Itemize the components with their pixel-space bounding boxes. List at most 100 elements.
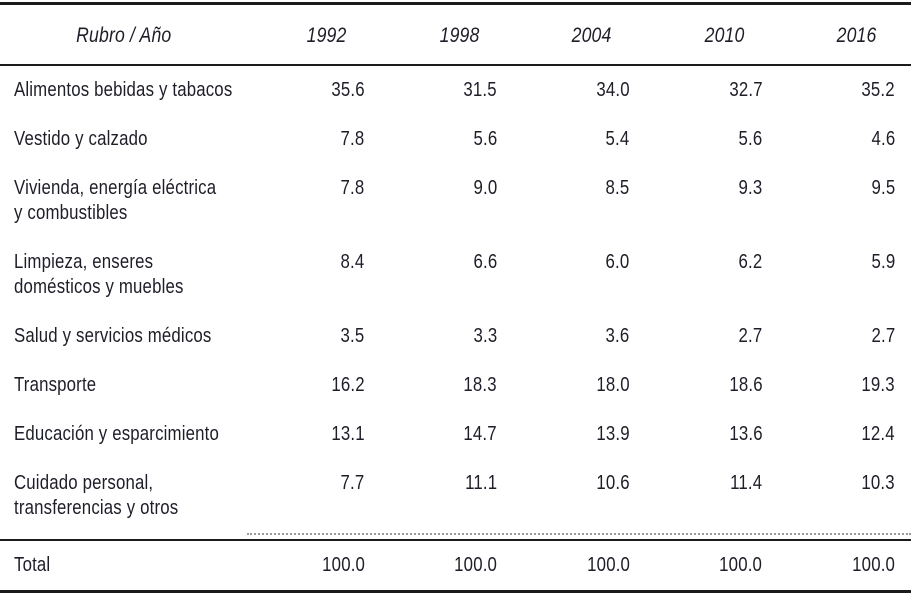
value: 6.0 bbox=[605, 251, 630, 273]
row-label: Educación y esparcimiento bbox=[14, 423, 219, 445]
year-label: 1992 bbox=[306, 24, 347, 47]
total-value: 100.0 bbox=[586, 554, 630, 576]
value-cell: 2.7 bbox=[646, 312, 779, 361]
total-value: 100.0 bbox=[454, 554, 498, 576]
value-cell: 8.5 bbox=[513, 164, 646, 213]
header-rule bbox=[0, 64, 911, 66]
header-cell-year-2010: 2010 bbox=[646, 5, 779, 64]
value: 9.5 bbox=[871, 177, 895, 199]
value-cell: 5.4 bbox=[513, 115, 646, 164]
value: 7.7 bbox=[340, 472, 365, 494]
value-cell: 4.6 bbox=[778, 115, 911, 164]
value: 11.1 bbox=[465, 472, 498, 494]
value: 5.4 bbox=[605, 128, 630, 150]
value: 9.0 bbox=[473, 177, 498, 199]
value: 10.6 bbox=[596, 472, 630, 494]
top-rule bbox=[0, 2, 911, 5]
value-cell: 18.6 bbox=[646, 361, 779, 410]
value-cell: 3.5 bbox=[248, 312, 381, 361]
value-cell: 9.0 bbox=[381, 164, 514, 213]
row-label-cell: Educación y esparcimiento bbox=[0, 410, 248, 459]
value: 19.3 bbox=[861, 374, 895, 396]
value: 5.6 bbox=[738, 128, 763, 150]
value-cell: 10.6 bbox=[513, 459, 646, 508]
row-label-cell: Vivienda, energía eléctrica y combustibl… bbox=[0, 164, 248, 238]
row-label: Cuidado personal, transferencias y otros bbox=[14, 472, 179, 519]
value: 3.3 bbox=[473, 325, 498, 347]
value-cell: 7.8 bbox=[248, 164, 381, 213]
total-value-cell: 100.0 bbox=[778, 541, 911, 590]
value: 7.8 bbox=[340, 128, 365, 150]
value: 16.2 bbox=[331, 374, 365, 396]
total-value: 100.0 bbox=[719, 554, 763, 576]
value-cell: 8.4 bbox=[248, 238, 381, 287]
value: 2.7 bbox=[871, 325, 895, 347]
header-cell-year-1992: 1992 bbox=[248, 5, 381, 64]
total-rule bbox=[0, 533, 911, 541]
value: 3.6 bbox=[605, 325, 630, 347]
total-value-cell: 100.0 bbox=[513, 541, 646, 590]
value-cell: 5.9 bbox=[778, 238, 911, 287]
value-cell: 14.7 bbox=[381, 410, 514, 459]
header-cell-year-2016: 2016 bbox=[778, 5, 911, 64]
row-label-cell: Vestido y calzado bbox=[0, 115, 248, 164]
value: 8.5 bbox=[605, 177, 630, 199]
total-value-cell: 100.0 bbox=[646, 541, 779, 590]
row-label: Limpieza, enseres domésticos y muebles bbox=[14, 251, 184, 298]
value-cell: 6.0 bbox=[513, 238, 646, 287]
value: 32.7 bbox=[729, 79, 763, 101]
total-value-cell: 100.0 bbox=[381, 541, 514, 590]
year-label: 2016 bbox=[837, 24, 877, 47]
value-cell: 16.2 bbox=[248, 361, 381, 410]
value-cell: 11.4 bbox=[646, 459, 779, 508]
value-cell: 9.3 bbox=[646, 164, 779, 213]
total-label: Total bbox=[14, 554, 51, 576]
value-cell: 2.7 bbox=[778, 312, 911, 361]
value: 13.9 bbox=[596, 423, 630, 445]
value: 35.2 bbox=[861, 79, 895, 101]
value-cell: 34.0 bbox=[513, 66, 646, 115]
value: 11.4 bbox=[730, 472, 763, 494]
total-value: 100.0 bbox=[852, 554, 895, 576]
table-row-educacion: Educación y esparcimiento 13.1 14.7 13.9… bbox=[0, 410, 911, 459]
row-label-cell: Salud y servicios médicos bbox=[0, 312, 248, 361]
value: 18.3 bbox=[463, 374, 498, 396]
value: 2.7 bbox=[738, 325, 763, 347]
value: 5.6 bbox=[473, 128, 498, 150]
year-label: 1998 bbox=[439, 24, 480, 47]
total-row: Total 100.0 100.0 100.0 100.0 100.0 bbox=[0, 541, 911, 590]
row-label-cell: Transporte bbox=[0, 361, 248, 410]
value: 13.6 bbox=[729, 423, 763, 445]
header-cell-rubro-ano: Rubro / Año bbox=[0, 5, 248, 64]
value: 9.3 bbox=[738, 177, 763, 199]
bottom-rule bbox=[0, 590, 911, 593]
value-cell: 32.7 bbox=[646, 66, 779, 115]
value-cell: 5.6 bbox=[646, 115, 779, 164]
row-label: Salud y servicios médicos bbox=[14, 325, 212, 347]
row-label: Vestido y calzado bbox=[14, 128, 148, 150]
row-label: Vivienda, energía eléctrica y combustibl… bbox=[14, 177, 217, 224]
value: 3.5 bbox=[340, 325, 365, 347]
value-cell: 11.1 bbox=[381, 459, 514, 508]
value: 14.7 bbox=[463, 423, 498, 445]
value-cell: 13.1 bbox=[248, 410, 381, 459]
total-value-cell: 100.0 bbox=[248, 541, 381, 590]
table-row-limpieza: Limpieza, enseres domésticos y muebles 8… bbox=[0, 238, 911, 312]
value-cell: 12.4 bbox=[778, 410, 911, 459]
row-label-cell: Alimentos bebidas y tabacos bbox=[0, 66, 248, 115]
header-row: Rubro / Año 1992 1998 2004 2010 2016 bbox=[0, 5, 911, 64]
value-cell: 10.3 bbox=[778, 459, 911, 508]
value-cell: 31.5 bbox=[381, 66, 514, 115]
value: 10.3 bbox=[861, 472, 895, 494]
total-label-cell: Total bbox=[0, 541, 248, 590]
header-cell-year-2004: 2004 bbox=[513, 5, 646, 64]
value-cell: 6.2 bbox=[646, 238, 779, 287]
value: 7.8 bbox=[340, 177, 365, 199]
value-cell: 13.6 bbox=[646, 410, 779, 459]
value-cell: 18.3 bbox=[381, 361, 514, 410]
year-label: 2004 bbox=[571, 24, 612, 47]
value-cell: 35.6 bbox=[248, 66, 381, 115]
table-row-alimentos: Alimentos bebidas y tabacos 35.6 31.5 34… bbox=[0, 66, 911, 115]
value-cell: 9.5 bbox=[778, 164, 911, 213]
